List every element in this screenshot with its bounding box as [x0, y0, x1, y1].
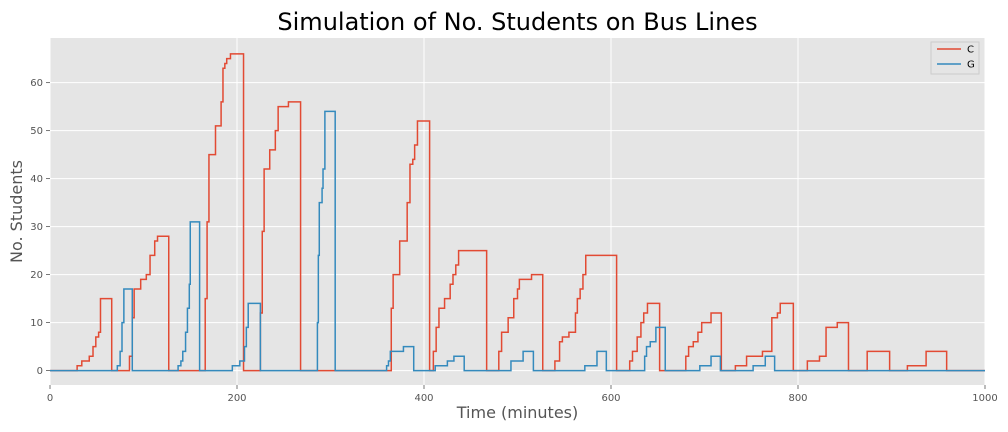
y-axis-label: No. Students	[7, 160, 26, 263]
x-tick-label: 200	[227, 393, 246, 404]
chart-title: Simulation of No. Students on Bus Lines	[277, 8, 757, 36]
x-tick-label: 0	[47, 393, 53, 404]
y-tick-label: 20	[30, 270, 43, 281]
x-tick-label: 600	[601, 393, 620, 404]
legend-label-g: G	[967, 60, 975, 71]
x-tick-label: 1000	[972, 393, 997, 404]
y-tick-label: 30	[30, 222, 43, 233]
y-tick-label: 10	[30, 318, 43, 329]
legend-label-c: C	[967, 45, 974, 56]
x-axis-label: Time (minutes)	[456, 403, 579, 422]
legend: C G	[930, 41, 980, 75]
y-tick-label: 40	[30, 174, 43, 185]
x-tick-label: 800	[788, 393, 807, 404]
plot-area	[50, 38, 985, 385]
series-line-g	[50, 110, 985, 372]
series-layer	[50, 53, 985, 372]
y-tick-label: 0	[37, 366, 43, 377]
y-tick-label: 50	[30, 126, 43, 137]
y-tick-label: 60	[30, 78, 43, 89]
legend-box	[930, 41, 980, 75]
x-tick-label: 400	[414, 393, 433, 404]
y-axis: 0 10 20 30 40 50 60	[30, 78, 50, 377]
x-axis: 0 200 400 600 800 1000	[47, 385, 998, 404]
